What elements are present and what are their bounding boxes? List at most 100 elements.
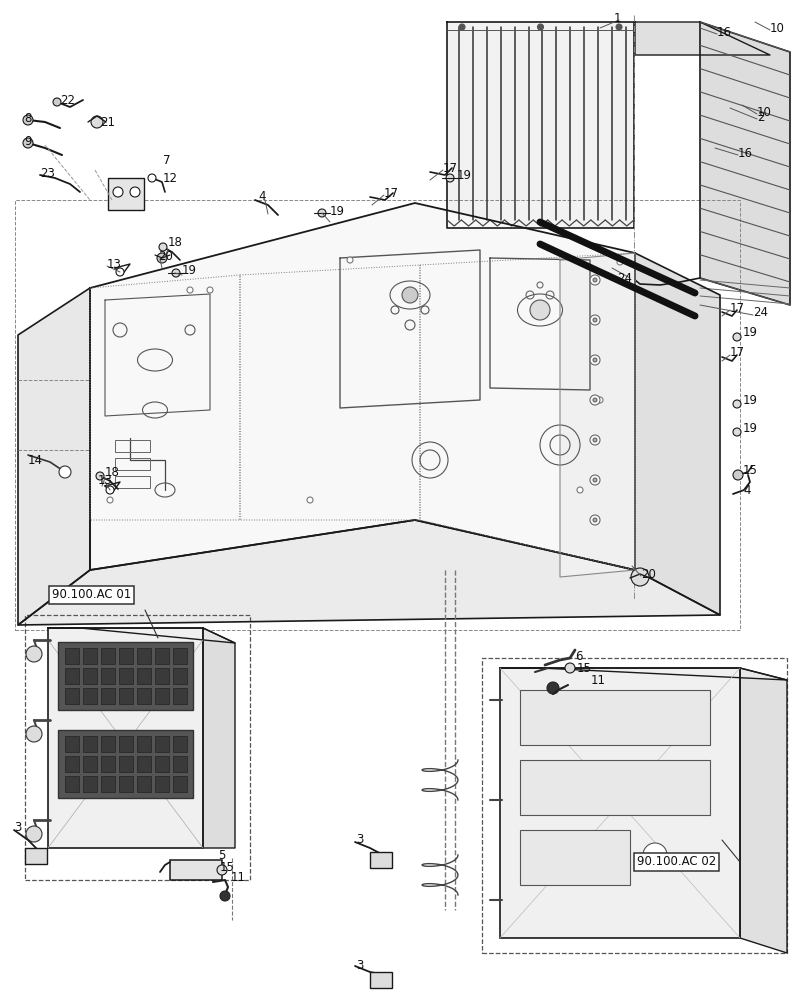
Polygon shape (446, 22, 633, 228)
Circle shape (590, 275, 599, 285)
Text: 20: 20 (640, 568, 655, 580)
Circle shape (592, 398, 596, 402)
Bar (155, 668, 169, 684)
Bar (83, 736, 97, 752)
Bar (115, 440, 150, 452)
Circle shape (590, 475, 599, 485)
Bar (155, 736, 169, 752)
Text: 9: 9 (24, 135, 32, 148)
Text: 5: 5 (217, 849, 225, 862)
Bar (482, 658, 786, 953)
Text: 19: 19 (742, 326, 757, 340)
Text: 17: 17 (729, 347, 744, 360)
Circle shape (592, 358, 596, 362)
Circle shape (592, 438, 596, 442)
Circle shape (26, 726, 42, 742)
Text: 90.100.AC 02: 90.100.AC 02 (636, 855, 715, 868)
Text: 23: 23 (40, 167, 55, 180)
Bar (115, 458, 150, 470)
Circle shape (106, 486, 114, 494)
Text: 16: 16 (716, 26, 731, 39)
Bar (137, 688, 151, 704)
Bar (173, 648, 187, 664)
Text: 11: 11 (230, 871, 246, 884)
Bar (101, 648, 115, 664)
Text: 13: 13 (107, 257, 122, 270)
Bar (155, 756, 169, 772)
Bar (101, 736, 115, 752)
Text: 19: 19 (457, 169, 471, 182)
Polygon shape (48, 628, 234, 643)
Bar (25, 848, 47, 864)
Bar (83, 756, 97, 772)
Bar (83, 668, 97, 684)
Text: 7: 7 (163, 154, 170, 167)
Circle shape (590, 515, 599, 525)
Circle shape (26, 646, 42, 662)
Text: 20: 20 (158, 250, 173, 263)
Bar (137, 648, 151, 664)
Text: 24: 24 (616, 271, 631, 284)
Circle shape (445, 174, 453, 182)
Circle shape (346, 257, 353, 263)
Text: 90.100.AC 01: 90.100.AC 01 (52, 588, 131, 601)
Circle shape (157, 253, 167, 263)
Bar (173, 668, 187, 684)
Circle shape (401, 287, 418, 303)
Text: 19: 19 (742, 393, 757, 406)
Bar (65, 648, 79, 664)
Text: 1: 1 (613, 12, 620, 25)
Text: 6: 6 (574, 650, 581, 664)
Circle shape (732, 400, 740, 408)
Circle shape (616, 24, 621, 30)
Text: 17: 17 (384, 187, 398, 200)
Bar (83, 648, 97, 664)
Bar (173, 736, 187, 752)
Text: 4: 4 (258, 190, 265, 203)
Text: 24: 24 (752, 306, 767, 320)
Bar (137, 776, 151, 792)
Text: 19: 19 (182, 264, 197, 277)
Circle shape (590, 315, 599, 325)
Circle shape (130, 187, 139, 197)
Polygon shape (18, 288, 90, 625)
Bar (119, 648, 133, 664)
Circle shape (547, 682, 558, 694)
Circle shape (187, 287, 193, 293)
Circle shape (592, 478, 596, 482)
Circle shape (732, 428, 740, 436)
Bar (370, 972, 392, 988)
Circle shape (732, 470, 742, 480)
Text: 16: 16 (737, 147, 752, 160)
Bar (155, 776, 169, 792)
Bar (173, 756, 187, 772)
Text: 2: 2 (756, 111, 764, 124)
Polygon shape (560, 253, 634, 577)
Bar (65, 756, 79, 772)
Polygon shape (500, 668, 786, 680)
Text: 19: 19 (329, 205, 345, 218)
Bar (115, 476, 150, 488)
Bar (519, 830, 629, 885)
Circle shape (148, 174, 156, 182)
Circle shape (91, 116, 103, 128)
Bar (65, 736, 79, 752)
Text: 21: 21 (100, 116, 115, 129)
Circle shape (172, 269, 180, 277)
Text: 11: 11 (590, 674, 605, 688)
Circle shape (207, 287, 212, 293)
Bar (119, 776, 133, 792)
Text: 13: 13 (98, 474, 113, 487)
Bar (155, 648, 169, 664)
Circle shape (217, 865, 227, 875)
Circle shape (23, 138, 33, 148)
Circle shape (732, 333, 740, 341)
Circle shape (159, 243, 167, 251)
Text: 18: 18 (105, 466, 120, 480)
Circle shape (596, 397, 603, 403)
Text: 22: 22 (60, 94, 75, 107)
Bar (15, 200, 739, 630)
Bar (65, 668, 79, 684)
Bar (83, 688, 97, 704)
Bar (137, 668, 151, 684)
